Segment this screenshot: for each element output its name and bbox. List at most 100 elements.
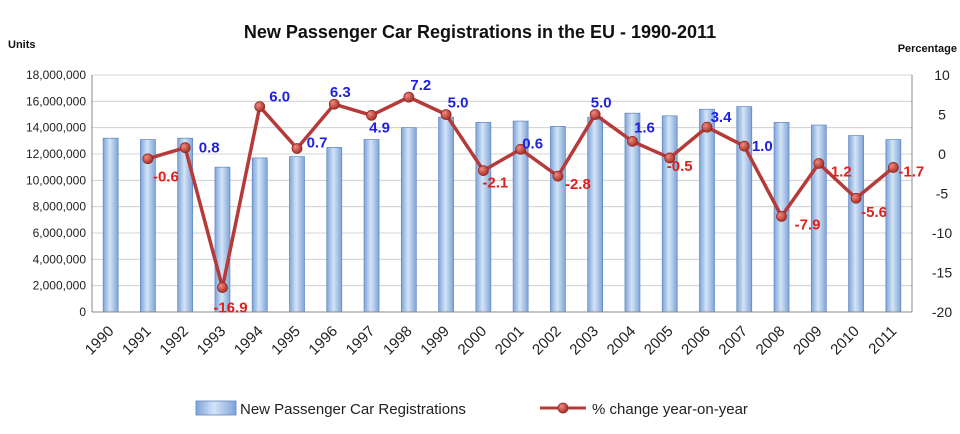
legend-swatch-marker: [557, 402, 569, 414]
bar-2005: [661, 115, 678, 313]
y-left-tick-label: 12,000,000: [26, 147, 86, 161]
pct-data-label: 5.0: [448, 95, 469, 112]
pct-marker-1994: [254, 101, 266, 112]
bar-1995: [289, 156, 305, 313]
x-tick-label: 1999: [417, 323, 453, 359]
bar-1991: [140, 139, 156, 313]
pct-data-label: -0.5: [667, 158, 693, 175]
y-left-axis-label: Units: [8, 39, 36, 51]
pct-data-label: 1.0: [752, 138, 773, 155]
x-tick-label: 1997: [343, 323, 379, 359]
bar-1994: [251, 157, 268, 313]
bar-1996: [326, 147, 343, 313]
pct-data-label: -1.7: [898, 163, 924, 180]
pct-marker-2002: [552, 170, 564, 182]
pct-marker-2006: [701, 121, 713, 133]
left-tick-labels: 0 2,000,000 4,000,000 6,000,000 8,000,000 10,…: [26, 68, 86, 319]
bar-2007: [736, 106, 753, 313]
x-tick-label: 1990: [82, 323, 118, 359]
pct-marker-1998: [403, 91, 415, 103]
bar-2002: [550, 125, 566, 313]
pct-data-label: 7.2: [410, 77, 431, 94]
pct-data-label: 6.3: [330, 84, 351, 101]
pct-marker-2000: [477, 165, 489, 176]
x-tick-label: 2000: [455, 323, 491, 359]
y-left-tick-label: 8,000,000: [33, 200, 87, 214]
pct-data-label: 0.6: [522, 135, 543, 152]
bar-2003: [587, 116, 604, 313]
pct-marker-2010: [850, 192, 862, 204]
y-right-tick-label: 5: [938, 107, 946, 123]
bar-2010: [848, 135, 864, 313]
y-right-tick-label: 0: [938, 146, 946, 162]
legend: New Passenger Car Registrations % change…: [195, 400, 748, 418]
x-tick-label: 2011: [865, 323, 900, 358]
pct-data-label: 1.6: [634, 119, 655, 136]
y-right-tick-label: -15: [932, 265, 952, 281]
bar-1999: [438, 116, 454, 313]
x-tick-label: 2007: [715, 323, 751, 359]
pct-data-label: 0.8: [199, 140, 220, 157]
pct-data-label: -0.6: [153, 169, 179, 186]
x-tick-label: 2001: [492, 323, 528, 359]
pct-marker-1999: [440, 109, 452, 120]
legend-label-line: % change year-on-year: [592, 401, 748, 418]
right-tick-labels: -20 -15 -10 -5 0 5 10: [932, 67, 952, 320]
y-right-tick-label: -10: [932, 225, 952, 241]
y-left-tick-label: 6,000,000: [33, 226, 87, 240]
pct-marker-1993: [217, 282, 228, 293]
data-labels: -0.6 0.8 -16.9 6.0 0.7 6.3 4.9 7.2 5.0 -2.1 0.6 -2.…: [153, 77, 924, 316]
line-series: [142, 91, 899, 293]
pct-marker-2008: [776, 211, 787, 222]
pct-marker-1991: [142, 153, 154, 165]
pct-data-label: 0.7: [307, 134, 328, 151]
y-left-tick-label: 16,000,000: [26, 94, 86, 108]
x-tick-label: 2003: [566, 323, 602, 359]
legend-label-bars: New Passenger Car Registrations: [240, 401, 466, 418]
y-left-tick-label: 10,000,000: [26, 173, 86, 187]
pct-marker-1995: [291, 143, 303, 154]
bar-1997: [363, 139, 380, 313]
x-tick-label: 2010: [827, 323, 863, 359]
x-tick-label: 2005: [641, 323, 677, 359]
x-tick-label: 2006: [678, 323, 714, 359]
x-tick-label: 1993: [194, 323, 230, 359]
pct-data-label: -7.9: [795, 216, 821, 233]
x-tick-label: 1994: [231, 323, 267, 359]
bar-1990: [102, 137, 119, 313]
y-left-tick-label: 18,000,000: [26, 68, 86, 82]
y-left-tick-label: 14,000,000: [26, 121, 86, 135]
pct-marker-2001: [515, 143, 527, 155]
pct-marker-2005: [664, 152, 676, 164]
pct-marker-2009: [813, 158, 825, 169]
pct-data-label: -16.9: [213, 300, 247, 317]
bar-2006: [699, 108, 715, 313]
x-tick-label: 1998: [380, 323, 416, 359]
x-tick-label: 1992: [156, 323, 192, 359]
x-tick-label: 2004: [604, 323, 640, 359]
pct-marker-1997: [366, 109, 377, 121]
pct-data-label: -2.8: [565, 176, 591, 193]
pct-data-label: 4.9: [369, 119, 390, 136]
y-right-tick-label: -20: [932, 304, 952, 320]
pct-data-label: -1.2: [826, 163, 852, 180]
x-tick-label: 2002: [529, 323, 565, 359]
chart-title: New Passenger Car Registrations in the E…: [244, 22, 716, 42]
legend-swatch-bars: [195, 400, 237, 416]
y-right-axis-label: Percentage: [898, 43, 957, 55]
x-tick-label: 1995: [268, 323, 304, 359]
pct-marker-2004: [627, 135, 638, 147]
axes: [91, 75, 913, 313]
pct-data-label: -5.6: [861, 204, 887, 221]
y-left-tick-label: 4,000,000: [33, 252, 87, 266]
y-left-tick-label: 0: [79, 305, 86, 319]
x-tick-labels: 1990 1991 1992 1993 1994 1995 1996 1997 1998 1999…: [82, 323, 900, 359]
x-tick-label: 1996: [305, 323, 341, 359]
pct-data-label: 5.0: [591, 95, 612, 112]
pct-marker-1992: [179, 142, 191, 154]
pct-data-label: 6.0: [269, 89, 290, 106]
x-tick-label: 2009: [790, 323, 826, 359]
bar-2000: [475, 122, 492, 313]
pct-marker-1996: [328, 98, 340, 110]
